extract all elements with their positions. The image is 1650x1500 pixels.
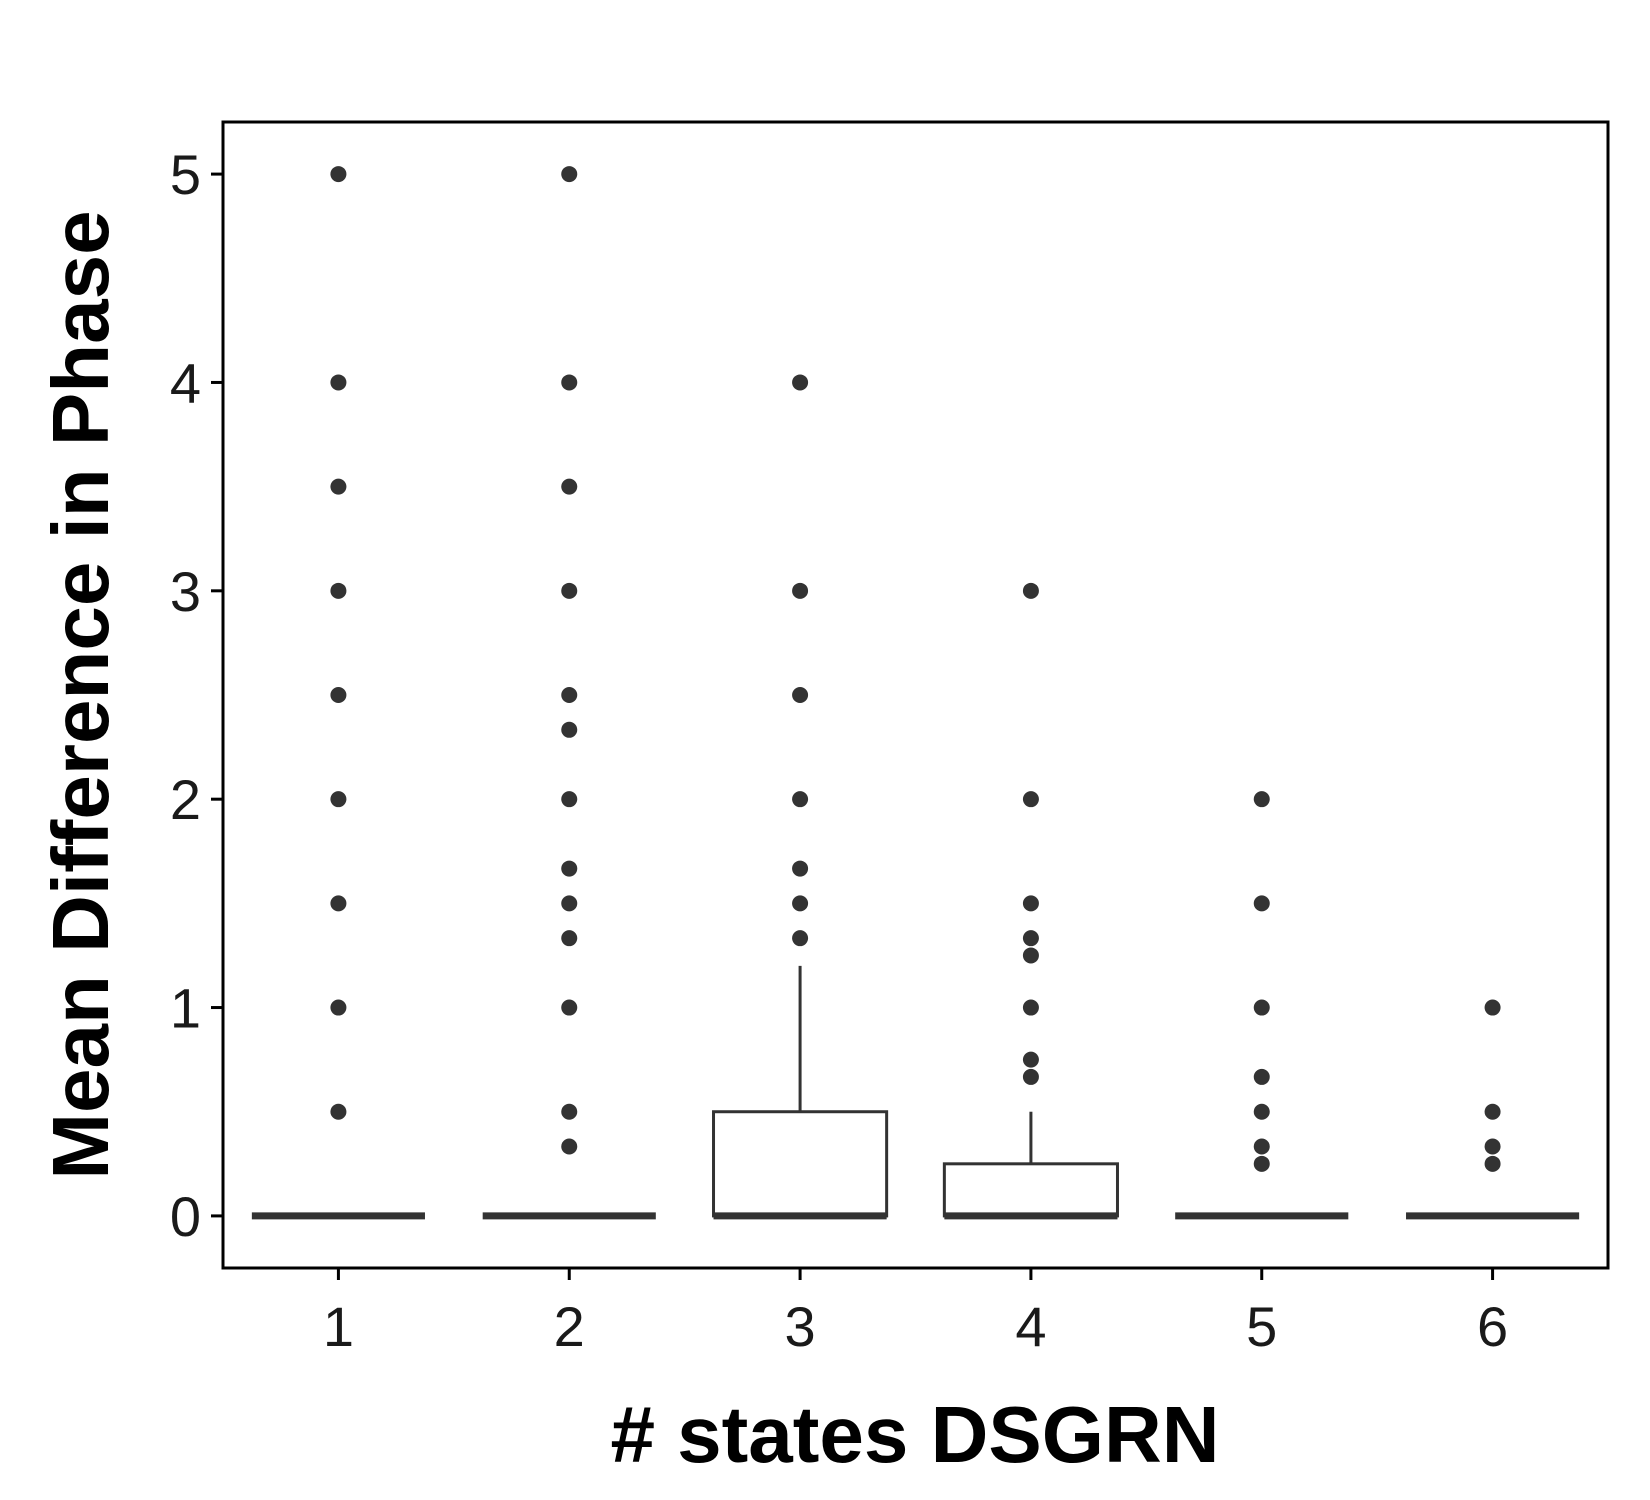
- outlier-point: [1022, 791, 1039, 808]
- outlier-point: [561, 478, 578, 495]
- outlier-point: [1022, 947, 1039, 964]
- outlier-point: [1253, 1068, 1270, 1085]
- boxes-layer: [251, 965, 1580, 1220]
- outlier-point: [561, 582, 578, 599]
- outlier-point: [1022, 895, 1039, 912]
- outlier-point: [1253, 791, 1270, 808]
- outlier-point: [330, 478, 347, 495]
- x-tick-label: 1: [323, 1295, 354, 1358]
- outlier-point: [1022, 930, 1039, 947]
- y-tick-label: 1: [170, 977, 201, 1040]
- y-tick-label: 4: [170, 351, 201, 414]
- outlier-point: [1484, 999, 1501, 1016]
- outlier-point: [792, 582, 809, 599]
- outlier-point: [1253, 895, 1270, 912]
- outlier-point: [330, 687, 347, 703]
- outlier-point: [561, 895, 578, 912]
- y-tick-label: 0: [170, 1185, 201, 1248]
- box-group-4: [942, 1111, 1119, 1220]
- outlier-point: [561, 999, 578, 1016]
- x-axis-title: # states DSGRN: [610, 1390, 1219, 1479]
- y-axis: 0 1 2 3 4 5: [170, 143, 223, 1248]
- outlier-point: [1022, 1051, 1039, 1068]
- box-body: [712, 1110, 889, 1218]
- x-tick-label: 2: [554, 1295, 585, 1358]
- outlier-point: [792, 930, 809, 947]
- outlier-point: [792, 791, 809, 808]
- outlier-point: [330, 895, 347, 912]
- y-tick-label: 3: [170, 560, 201, 623]
- outlier-point: [330, 374, 347, 391]
- outlier-point: [1022, 1068, 1039, 1085]
- outlier-point: [792, 374, 809, 391]
- outlier-point: [1253, 1103, 1270, 1120]
- outlier-point: [1253, 999, 1270, 1016]
- outlier-point: [330, 999, 347, 1016]
- y-axis-title: Mean Difference in Phase: [36, 210, 125, 1179]
- outlier-point: [561, 930, 578, 947]
- outlier-point: [1484, 1138, 1501, 1155]
- outlier-point: [792, 860, 809, 877]
- outlier-point: [1253, 1138, 1270, 1155]
- outlier-point: [561, 374, 578, 391]
- outlier-point: [1484, 1155, 1501, 1172]
- outlier-point: [561, 166, 578, 183]
- x-tick-label: 5: [1246, 1295, 1277, 1358]
- outlier-point: [330, 166, 347, 183]
- y-tick-label: 5: [170, 143, 201, 206]
- outlier-point: [330, 791, 347, 808]
- outlier-point: [792, 687, 809, 703]
- outlier-point: [561, 791, 578, 808]
- outliers-layer: [330, 166, 1501, 1172]
- box-group-3: [712, 965, 889, 1220]
- x-axis: 1 2 3 4 5 6: [323, 1268, 1508, 1358]
- x-tick-label: 6: [1477, 1295, 1508, 1358]
- outlier-point: [561, 721, 578, 738]
- outlier-point: [561, 1103, 578, 1120]
- plot-panel-border: [221, 120, 1610, 1270]
- outlier-point: [561, 687, 578, 703]
- outlier-point: [561, 860, 578, 877]
- x-tick-label: 4: [1015, 1295, 1046, 1358]
- outlier-point: [1022, 582, 1039, 599]
- x-tick-label: 3: [785, 1295, 816, 1358]
- outlier-point: [1022, 999, 1039, 1016]
- outlier-point: [330, 582, 347, 599]
- y-tick-label: 2: [170, 768, 201, 831]
- outlier-point: [330, 1103, 347, 1120]
- outlier-point: [561, 1138, 578, 1155]
- outlier-point: [1484, 1103, 1501, 1120]
- outlier-point: [792, 895, 809, 912]
- box-body: [942, 1162, 1119, 1218]
- outlier-point: [1253, 1155, 1270, 1172]
